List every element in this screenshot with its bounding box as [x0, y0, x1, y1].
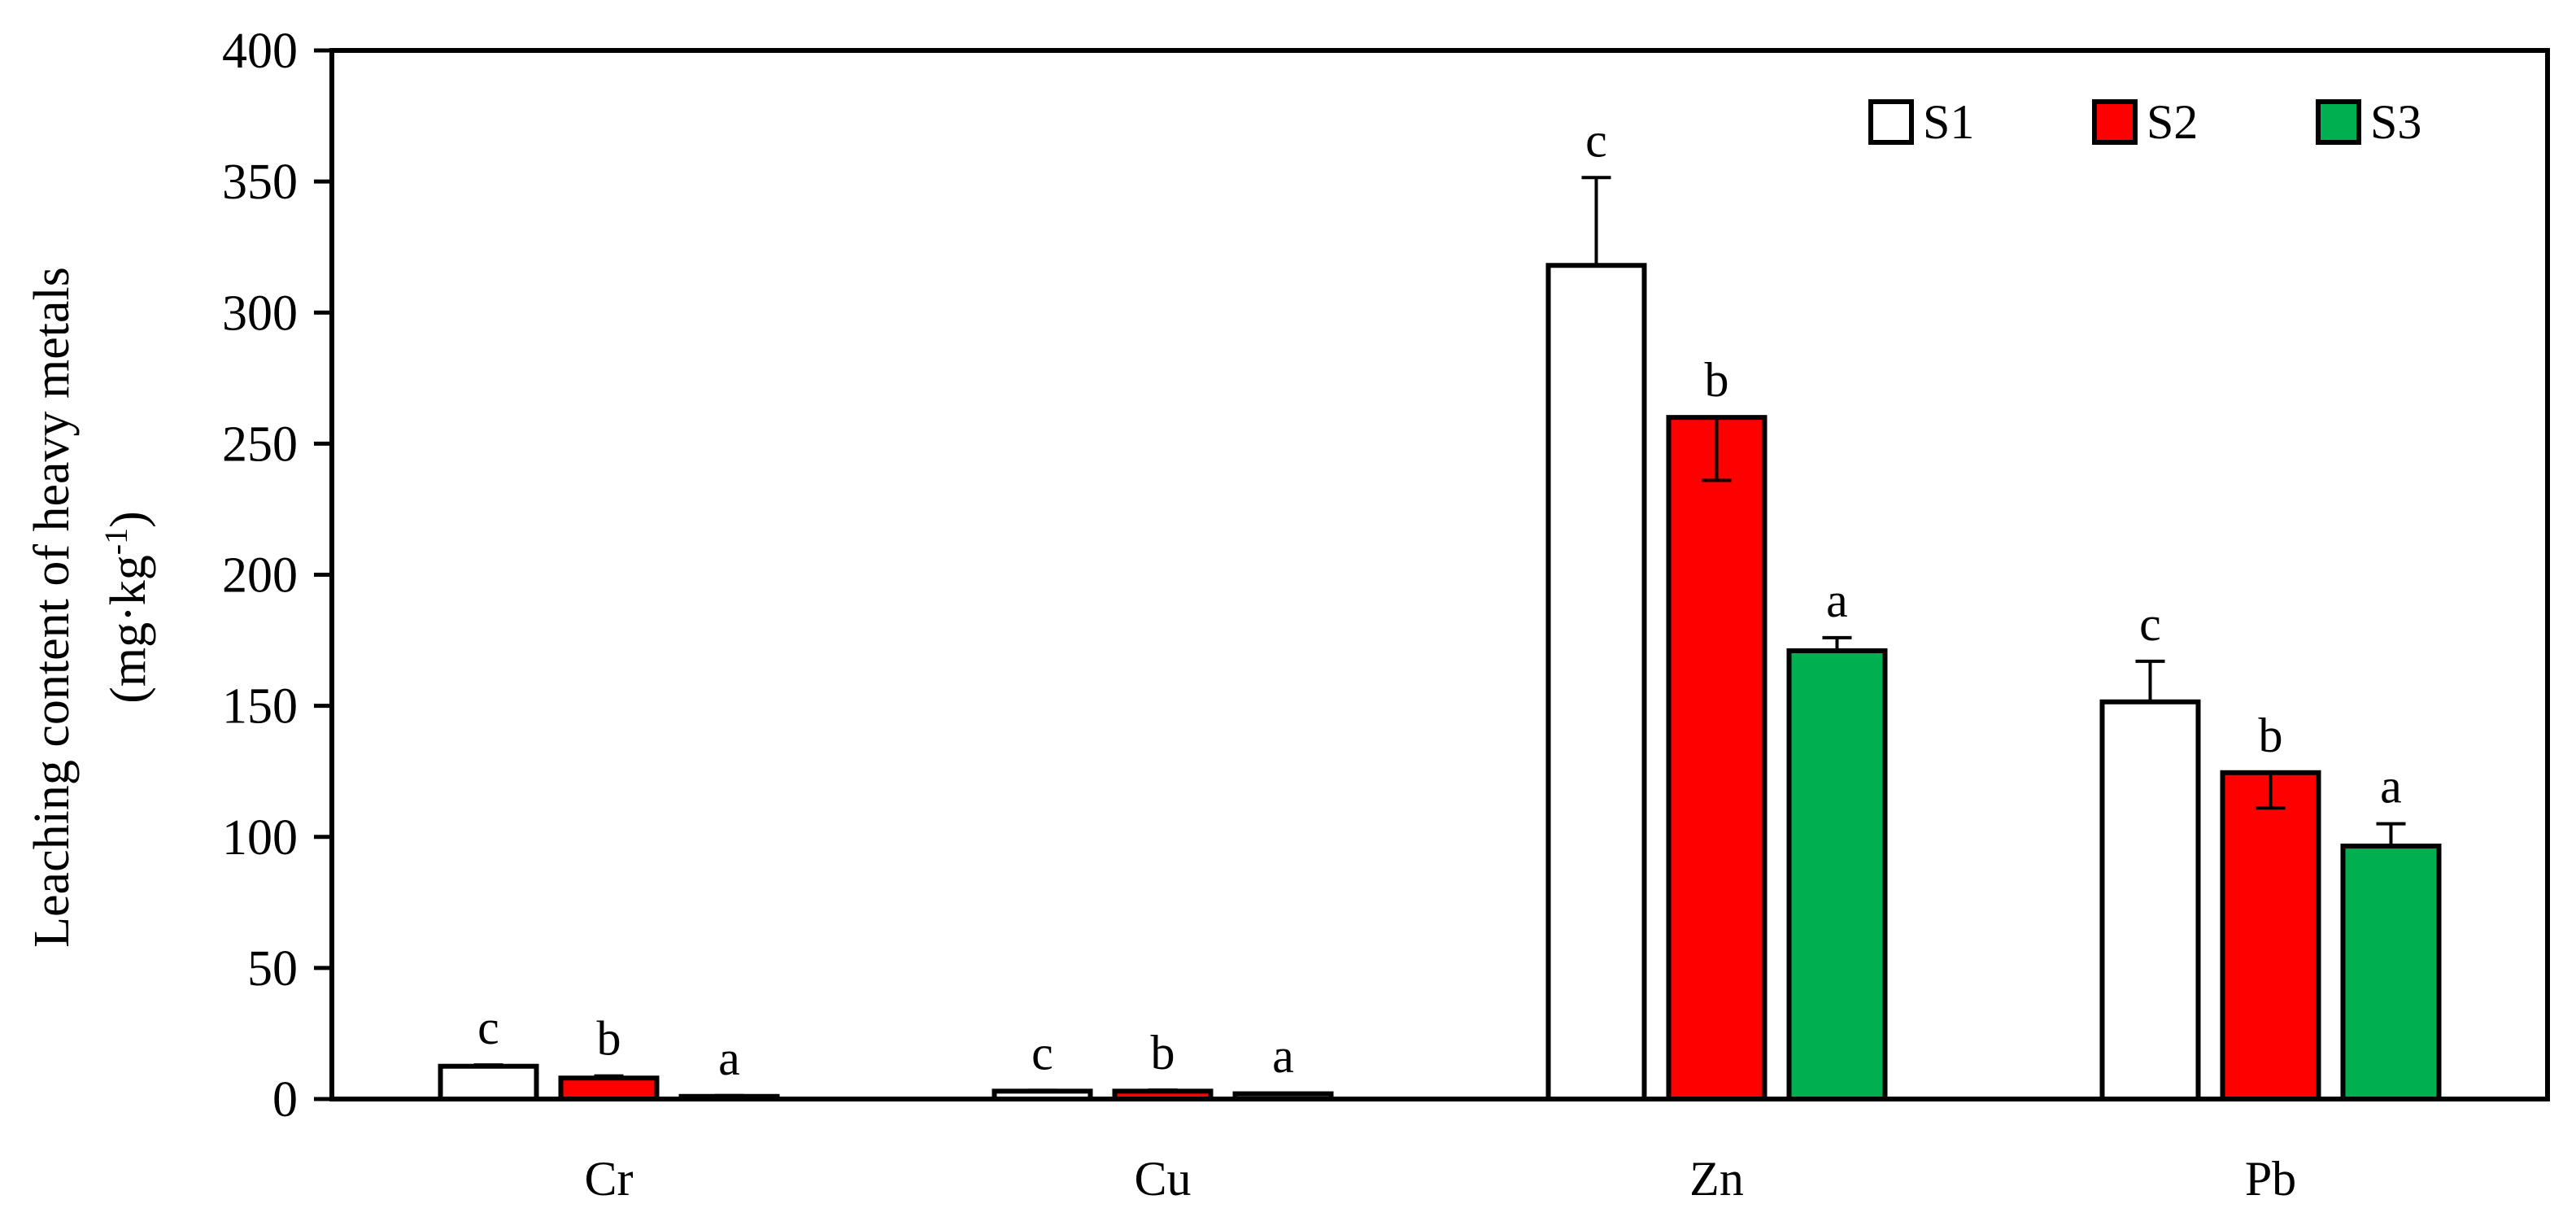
legend-swatch-s2 [2092, 99, 2138, 145]
y-tick-label: 50 [247, 941, 298, 997]
legend-label-s1: S1 [1923, 95, 1974, 149]
axes-layer: Cr Cu Zn Pb 0 50 100 150 200 250 300 350 400 [222, 24, 2550, 1206]
bar-cr-s1 [438, 1063, 539, 1101]
legend-swatch-s3 [2316, 99, 2361, 145]
significance-letter-cu-s3: a [1272, 1029, 1294, 1083]
y-axis-unit: (mg·kg-1) [98, 511, 156, 704]
y-tick-label: 150 [222, 679, 298, 735]
y-tick-label: 350 [222, 155, 298, 210]
bar-pb-s2 [2220, 770, 2321, 1102]
x-tick-label: Pb [2245, 1152, 2296, 1206]
x-tick-label: Zn [1689, 1152, 1744, 1206]
significance-letter-zn-s3: a [1826, 574, 1848, 627]
y-axis-title: Leaching content of heavy metals (mg·kg-1… [24, 267, 156, 948]
significance-letter-zn-s2: b [1705, 353, 1729, 407]
y-tick-label: 300 [222, 286, 298, 341]
x-tick-label: Cu [1134, 1152, 1191, 1206]
significance-letter-cr-s3: a [718, 1032, 740, 1085]
error-bars-layer [473, 176, 2406, 1097]
significance-letter-pb-s1: c [2139, 597, 2161, 651]
bar-zn-s3 [1786, 648, 1888, 1101]
significance-letter-pb-s2: b [2259, 709, 2283, 762]
bar-zn-s1 [1545, 263, 1647, 1101]
bar-zn-s2 [1666, 415, 1767, 1101]
plot-frame [329, 48, 2550, 1101]
legend-swatch-s1 [1868, 99, 1914, 145]
significance-letter-zn-s1: c [1585, 113, 1607, 167]
significance-letter-cr-s2: b [597, 1012, 621, 1066]
bars-layer [438, 263, 2442, 1102]
y-axis-title-line1: Leaching content of heavy metals [24, 267, 80, 948]
significance-letter-pb-s3: a [2380, 760, 2402, 813]
legend: S1 S2 S3 [1868, 95, 2421, 149]
legend-label-s3: S3 [2370, 95, 2421, 149]
y-tick-label: 200 [222, 548, 298, 604]
y-tick-label: 250 [222, 417, 298, 472]
y-tick-label: 0 [272, 1072, 298, 1128]
y-tick-label: 400 [222, 24, 298, 79]
significance-letter-cr-s1: c [477, 1001, 499, 1054]
x-tick-label: Cr [585, 1152, 634, 1206]
y-tick-label: 100 [222, 810, 298, 866]
significance-letters-layer: c b a c b a c b a c b a [477, 113, 2402, 1085]
bar-cr-s2 [558, 1075, 660, 1101]
bar-pb-s1 [2099, 699, 2201, 1101]
significance-letter-cu-s1: c [1031, 1026, 1053, 1080]
legend-label-s2: S2 [2147, 95, 2198, 149]
significance-letter-cu-s2: b [1151, 1026, 1175, 1080]
bar-pb-s3 [2340, 844, 2442, 1102]
